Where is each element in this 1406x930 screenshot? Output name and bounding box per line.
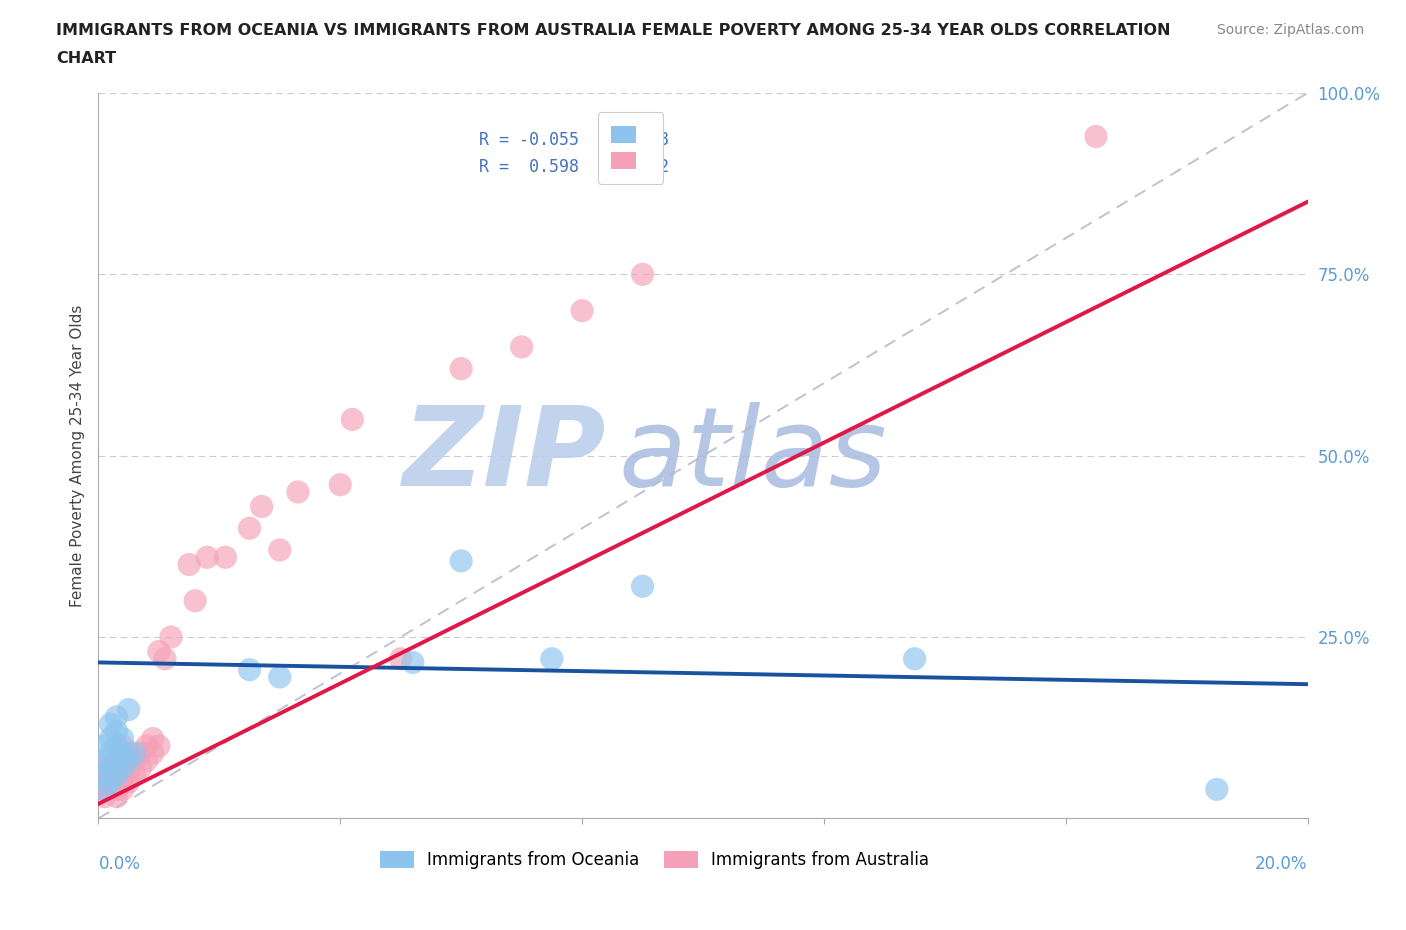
Point	[129, 760, 152, 775]
Point	[142, 746, 165, 761]
Point	[105, 790, 128, 804]
Point	[214, 550, 236, 565]
Point	[111, 782, 134, 797]
Point	[111, 753, 134, 768]
Point	[100, 775, 122, 790]
Y-axis label: Female Poverty Among 25-34 Year Olds: Female Poverty Among 25-34 Year Olds	[69, 304, 84, 607]
Point	[184, 593, 207, 608]
Point	[195, 550, 218, 565]
Text: 20.0%: 20.0%	[1256, 855, 1308, 872]
Text: atlas: atlas	[619, 402, 887, 510]
Point	[124, 753, 146, 768]
Point	[111, 738, 134, 753]
Legend: Immigrants from Oceania, Immigrants from Australia: Immigrants from Oceania, Immigrants from…	[374, 844, 935, 875]
Point	[111, 746, 134, 761]
Text: R = -0.055   N = 28: R = -0.055 N = 28	[479, 131, 669, 149]
Point	[571, 303, 593, 318]
Point	[540, 651, 562, 666]
Point	[450, 553, 472, 568]
Point	[135, 738, 157, 753]
Point	[105, 724, 128, 738]
Point	[111, 731, 134, 746]
Point	[105, 767, 128, 782]
Point	[1206, 782, 1229, 797]
Point	[93, 782, 115, 797]
Text: CHART: CHART	[56, 51, 117, 66]
Point	[93, 767, 115, 782]
Point	[631, 267, 654, 282]
Point	[118, 702, 141, 717]
Point	[105, 782, 128, 797]
Point	[124, 767, 146, 782]
Point	[105, 710, 128, 724]
Point	[100, 760, 122, 775]
Point	[135, 753, 157, 768]
Point	[118, 753, 141, 768]
Point	[142, 731, 165, 746]
Point	[148, 738, 170, 753]
Point	[105, 767, 128, 782]
Point	[93, 760, 115, 775]
Point	[402, 655, 425, 670]
Point	[93, 775, 115, 790]
Text: IMMIGRANTS FROM OCEANIA VS IMMIGRANTS FROM AUSTRALIA FEMALE POVERTY AMONG 25-34 : IMMIGRANTS FROM OCEANIA VS IMMIGRANTS FR…	[56, 23, 1171, 38]
Point	[105, 760, 128, 775]
Point	[111, 775, 134, 790]
Point	[93, 790, 115, 804]
Point	[342, 412, 364, 427]
Point	[450, 361, 472, 376]
Point	[93, 738, 115, 753]
Point	[93, 767, 115, 782]
Point	[100, 731, 122, 746]
Point	[100, 775, 122, 790]
Point	[904, 651, 927, 666]
Point	[93, 782, 115, 797]
Text: Source: ZipAtlas.com: Source: ZipAtlas.com	[1216, 23, 1364, 37]
Point	[111, 760, 134, 775]
Point	[287, 485, 309, 499]
Text: R =  0.598   N = 52: R = 0.598 N = 52	[479, 158, 669, 176]
Point	[100, 760, 122, 775]
Point	[100, 746, 122, 761]
Point	[118, 746, 141, 761]
Point	[105, 738, 128, 753]
Point	[160, 630, 183, 644]
Point	[510, 339, 533, 354]
Point	[631, 578, 654, 593]
Point	[118, 767, 141, 782]
Point	[105, 753, 128, 768]
Point	[111, 767, 134, 782]
Point	[118, 775, 141, 790]
Point	[105, 775, 128, 790]
Point	[1085, 129, 1108, 144]
Point	[148, 644, 170, 659]
Point	[329, 477, 352, 492]
Point	[100, 782, 122, 797]
Point	[239, 521, 262, 536]
Point	[100, 717, 122, 732]
Text: ZIP: ZIP	[402, 402, 606, 510]
Point	[129, 746, 152, 761]
Point	[124, 746, 146, 761]
Point	[269, 542, 291, 557]
Point	[179, 557, 201, 572]
Point	[239, 662, 262, 677]
Point	[250, 499, 273, 514]
Point	[269, 670, 291, 684]
Point	[118, 760, 141, 775]
Text: 0.0%: 0.0%	[98, 855, 141, 872]
Point	[389, 651, 412, 666]
Point	[100, 767, 122, 782]
Point	[105, 753, 128, 768]
Point	[93, 753, 115, 768]
Point	[153, 651, 176, 666]
